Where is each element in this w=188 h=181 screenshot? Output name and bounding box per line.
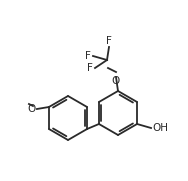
Text: F: F: [85, 51, 91, 61]
Text: F: F: [87, 63, 93, 73]
Text: OH: OH: [152, 123, 168, 133]
Text: O: O: [111, 76, 119, 86]
Text: O: O: [28, 104, 36, 114]
Text: F: F: [106, 36, 112, 46]
